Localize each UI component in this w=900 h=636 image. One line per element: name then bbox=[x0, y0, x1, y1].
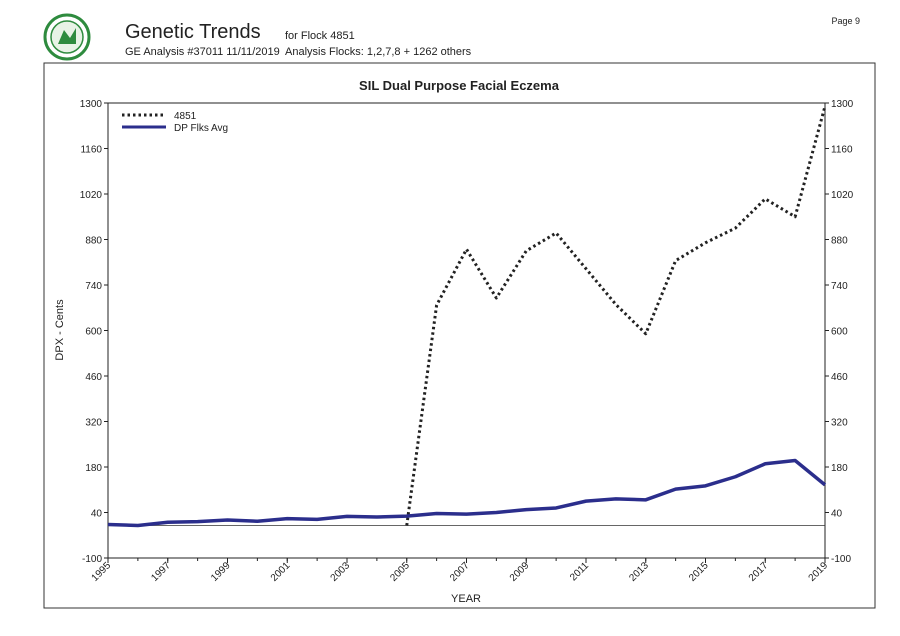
x-tick-label: 2001 bbox=[269, 560, 293, 584]
y-tick-label-right: 1300 bbox=[831, 99, 854, 110]
x-tick-label: 2005 bbox=[388, 560, 412, 584]
series-line bbox=[107, 458, 827, 528]
y-tick-label: 40 bbox=[91, 509, 103, 520]
y-tick-label-right: 740 bbox=[831, 281, 848, 292]
flock-label: for Flock 4851 bbox=[285, 30, 355, 42]
x-tick-label: 2003 bbox=[329, 560, 353, 584]
y-tick-label: 880 bbox=[85, 236, 102, 247]
report-title: Genetic Trends bbox=[125, 21, 261, 43]
legend-label: 4851 bbox=[174, 111, 197, 122]
y-tick-label-right: 1020 bbox=[831, 190, 854, 201]
y-tick-label: 1020 bbox=[80, 190, 103, 201]
x-tick-label: 1999 bbox=[209, 560, 233, 584]
x-axis-label: YEAR bbox=[451, 593, 481, 605]
y-tick-label-right: 880 bbox=[831, 236, 848, 247]
y-tick-label: 320 bbox=[85, 418, 102, 429]
y-tick-label: 1160 bbox=[80, 145, 102, 156]
y-axis-label: DPX - Cents bbox=[54, 299, 66, 361]
y-tick-label: 180 bbox=[85, 463, 102, 474]
x-tick-label: 2007 bbox=[448, 560, 472, 584]
plot-area bbox=[107, 102, 826, 559]
chart-frame bbox=[43, 62, 876, 609]
y-tick-label-right: 180 bbox=[831, 463, 848, 474]
x-tick-label: 2015 bbox=[687, 560, 711, 584]
x-tick-label: 2017 bbox=[747, 560, 771, 584]
flocks-label: Analysis Flocks: 1,2,7,8 + 1262 others bbox=[285, 46, 472, 58]
y-tick-label-right: 320 bbox=[831, 418, 848, 429]
y-tick-label-right: 1160 bbox=[831, 145, 853, 156]
y-tick-label-right: 460 bbox=[831, 372, 848, 383]
logo bbox=[43, 13, 91, 61]
page-number: Page 9 bbox=[831, 16, 860, 26]
x-tick-label: 2011 bbox=[568, 560, 591, 583]
x-tick-label: 2019 bbox=[807, 560, 831, 584]
y-tick-label-right: 600 bbox=[831, 327, 848, 338]
series-line bbox=[405, 105, 827, 526]
analysis-label: GE Analysis #37011 11/11/2019 bbox=[125, 46, 280, 58]
y-tick-label-right: 40 bbox=[831, 509, 843, 520]
y-tick-label: 740 bbox=[85, 281, 102, 292]
y-tick-label: 600 bbox=[85, 327, 102, 338]
chart-title: SIL Dual Purpose Facial Eczema bbox=[359, 78, 560, 93]
legend-label: DP Flks Avg bbox=[174, 123, 228, 134]
y-tick-label: 460 bbox=[85, 372, 102, 383]
x-tick-label: 1997 bbox=[149, 560, 173, 584]
y-tick-label: 1300 bbox=[80, 99, 103, 110]
x-tick-label: 2009 bbox=[508, 560, 532, 584]
y-tick-label-right: -100 bbox=[831, 554, 851, 565]
x-tick-label: 2013 bbox=[627, 560, 651, 584]
y-tick-label: -100 bbox=[82, 554, 102, 565]
